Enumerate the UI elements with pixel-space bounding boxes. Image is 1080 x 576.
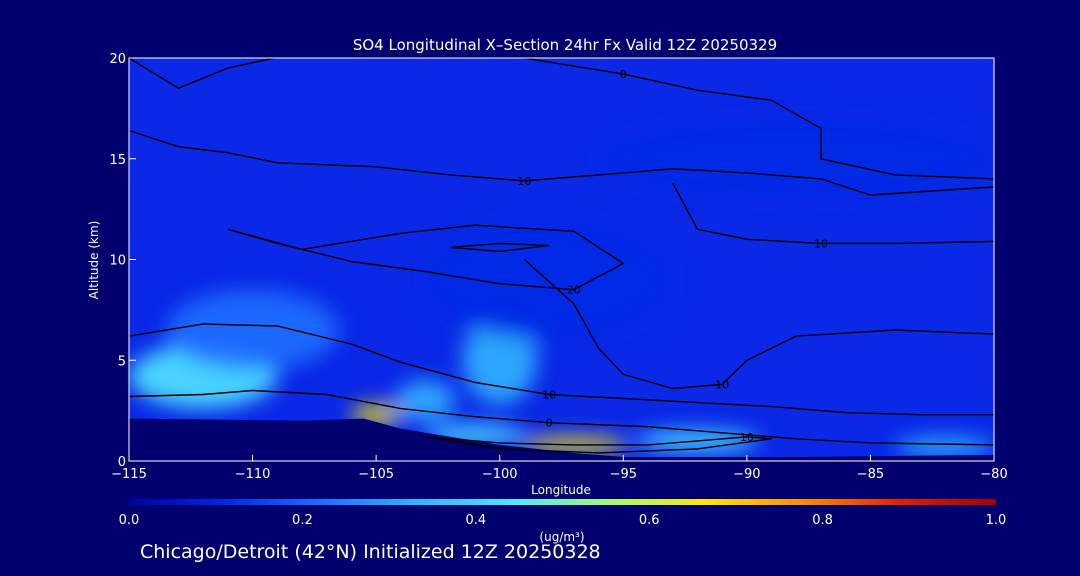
x-axis: −115 −110 −105 −100 −95 −90 −85 −80 xyxy=(111,455,1008,482)
contour-label: 20 xyxy=(567,284,581,297)
y-axis-label: Altitude (km) xyxy=(87,221,101,300)
concentration-field xyxy=(129,118,994,457)
contour-line xyxy=(672,182,994,245)
contour-label: 10 xyxy=(814,237,828,250)
x-tick-label: −90 xyxy=(733,467,760,482)
contour-label: 10 xyxy=(740,431,754,444)
colorbar-tick-label: 0.0 xyxy=(119,513,140,528)
x-tick-label: −85 xyxy=(857,467,884,482)
contour-label: 0 xyxy=(620,68,627,81)
y-tick-label: 15 xyxy=(109,153,126,168)
x-tick-label: −110 xyxy=(235,467,271,482)
colorbar-tick-label: 0.2 xyxy=(292,513,313,528)
contour-label: 10 xyxy=(517,175,531,188)
colorbar-tick-label: 0.8 xyxy=(812,513,833,528)
chart-title: SO4 Longitudinal X–Section 24hr Fx Valid… xyxy=(353,36,777,54)
x-tick-label: −95 xyxy=(610,467,637,482)
contour-label: 0 xyxy=(546,417,553,430)
colorbar xyxy=(129,499,996,505)
colorbar-tick-label: 0.6 xyxy=(639,513,660,528)
concentration-blob xyxy=(395,380,456,421)
contour-line xyxy=(129,389,994,446)
x-axis-label: Longitude xyxy=(531,483,591,497)
contour-line xyxy=(129,58,994,180)
contour-line xyxy=(450,242,550,253)
concentration-blob xyxy=(598,118,994,200)
contour-line xyxy=(129,323,994,416)
contour-label: 10 xyxy=(542,389,556,402)
x-tick-label: −100 xyxy=(482,467,518,482)
colorbar-tick-label: 0.4 xyxy=(465,513,486,528)
terrain-mask xyxy=(129,418,994,461)
x-tick-label: −105 xyxy=(358,467,394,482)
y-tick-label: 20 xyxy=(109,52,126,67)
x-tick-label: −80 xyxy=(980,467,1007,482)
y-tick-label: 0 xyxy=(118,455,126,470)
colorbar-tick-label: 1.0 xyxy=(986,513,1007,528)
contour-line xyxy=(425,436,772,454)
y-axis: 0 5 10 15 20 xyxy=(109,52,136,470)
concentration-blob xyxy=(166,289,340,371)
y-tick-label: 10 xyxy=(109,254,126,269)
concentration-blob xyxy=(895,436,994,457)
y-tick-label: 5 xyxy=(118,354,126,369)
contour-line xyxy=(129,129,994,196)
footer-caption: Chicago/Detroit (42°N) Initialized 12Z 2… xyxy=(140,541,601,563)
plot-area: 0 10 20 10 0 10 10 10 xyxy=(129,58,994,461)
colorbar-ticks: 0.0 0.2 0.4 0.6 0.8 1.0 xyxy=(119,513,1007,528)
concentration-blob xyxy=(425,219,673,341)
temperature-contours: 0 10 20 10 0 10 10 10 xyxy=(129,58,994,454)
x-tick-label: −115 xyxy=(111,467,147,482)
contour-label: 10 xyxy=(715,378,729,391)
contour-line xyxy=(227,224,625,291)
contour-line xyxy=(523,258,994,390)
colorbar-label: (ug/m³) xyxy=(539,530,584,544)
